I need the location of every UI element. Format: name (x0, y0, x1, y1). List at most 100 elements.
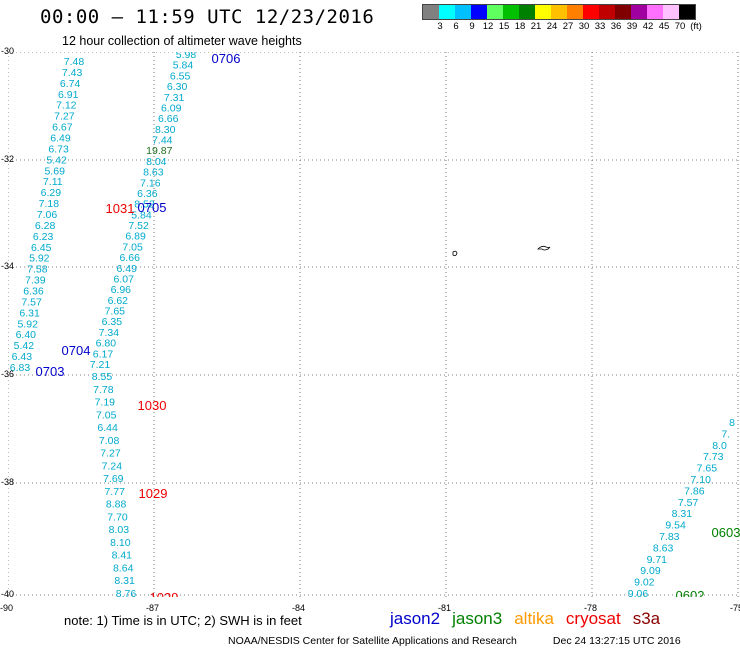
wave-height-value: 5.92 (17, 318, 38, 330)
wave-height-value: 7.73 (703, 451, 724, 463)
wave-height-value: 8.76 (116, 588, 137, 597)
pass-time-cryosat: 1031 (106, 201, 135, 216)
wave-height-value: 8.88 (106, 499, 127, 511)
wave-height-value: 8.63 (143, 167, 164, 179)
units-note: note: 1) Time is in UTC; 2) SWH is in fe… (64, 613, 302, 628)
latitude-label: -34 (1, 261, 15, 271)
scale-label: (ft) (690, 21, 702, 32)
wave-height-value: 7.86 (684, 485, 705, 497)
scale-label: 45 (658, 21, 670, 32)
scale-swatch (487, 5, 503, 19)
generation-timestamp: Dec 24 13:27:15 UTC 2016 (552, 635, 681, 647)
wave-height-color-scale (422, 4, 696, 20)
wave-height-value: 7.77 (104, 486, 125, 498)
scale-label: 42 (642, 21, 654, 32)
scale-swatch (423, 5, 439, 19)
scale-swatch (567, 5, 583, 19)
wave-height-value: 6.30 (167, 81, 188, 93)
scale-swatch (583, 5, 599, 19)
wave-height-value: 7.34 (99, 327, 120, 339)
wave-height-value: 6.17 (93, 348, 114, 360)
wave-height-value: 7.10 (690, 474, 711, 486)
wave-height-value: 7.24 (102, 460, 123, 472)
scale-label: 70 (674, 21, 686, 32)
scale-label: 36 (610, 21, 622, 32)
legend-s3a: s3a (632, 609, 661, 628)
wave-height-value: 7.27 (100, 448, 121, 460)
wave-height-value: 9.09 (640, 565, 661, 577)
wave-height-value: 7.57 (21, 296, 42, 308)
wave-height-value: 9.54 (665, 520, 686, 532)
wave-height-value: 7.48 (64, 56, 85, 68)
scale-label: 12 (482, 21, 494, 32)
wave-height-value: 7.31 (164, 92, 185, 104)
wave-height-value: 6.07 (113, 274, 134, 286)
page-title: 00:00 – 11:59 UTC 12/23/2016 (40, 6, 375, 28)
wave-height-value: 6.96 (111, 284, 132, 296)
wave-height-value: 6.44 (97, 422, 118, 434)
pass-time-jason2: 0705 (138, 200, 167, 215)
wave-height-value: 7.19 (95, 397, 116, 409)
scale-swatch (535, 5, 551, 19)
wave-height-value: 8.64 (113, 563, 134, 575)
wave-height-value: 8.10 (110, 537, 131, 549)
wave-height-value: 8.63 (653, 542, 674, 554)
page-subtitle: 12 hour collection of altimeter wave hei… (62, 34, 302, 48)
wave-height-value: 7.08 (99, 435, 120, 447)
scale-label: 24 (546, 21, 558, 32)
wave-height-value: 8.04 (146, 156, 167, 168)
latitude-tick-labels: -30 -32 -34 -36 -38 -40 (0, 0, 20, 600)
pass-time-jason3: 0602 (676, 588, 705, 597)
wave-height-value: 7.70 (107, 511, 128, 523)
scale-swatch (551, 5, 567, 19)
wave-height-value: 9.71 (647, 554, 668, 566)
wave-height-value: 6.67 (52, 122, 73, 134)
pass-time-cryosat: 1029 (139, 486, 168, 501)
scale-label: 33 (594, 21, 606, 32)
scale-swatch (615, 5, 631, 19)
wave-height-value: 6.89 (125, 231, 146, 243)
scale-swatch (663, 5, 679, 19)
longitude-label: -84 (292, 603, 306, 613)
wave-height-value: 5.42 (46, 154, 67, 166)
scale-swatch (439, 5, 455, 19)
legend-cryosat: cryosat (565, 609, 621, 628)
credit-text: NOAA/NESDIS Center for Satellite Applica… (228, 635, 517, 647)
wave-height-value: 6.66 (158, 113, 179, 125)
wave-height-value: 6.74 (60, 78, 81, 90)
legend-jason2: jason2 (390, 609, 441, 628)
lat-lon-grid (8, 52, 740, 597)
wave-height-value: 7.65 (697, 463, 718, 475)
wave-height-value: 7.39 (25, 275, 46, 287)
satellite-legend: jason2 jason3 altika cryosat s3a (390, 609, 672, 629)
wave-height-value: 6.55 (170, 70, 191, 82)
credit-line: NOAA/NESDIS Center for Satellite Applica… (228, 635, 681, 647)
scale-swatch (631, 5, 647, 19)
wave-height-value: 5.42 (14, 340, 35, 352)
latitude-label: -36 (1, 369, 15, 379)
wave-height-value: 7. (721, 428, 730, 440)
wave-height-value: 7.05 (96, 409, 117, 421)
wave-height-value: 8.41 (112, 550, 133, 562)
wave-height-value: 8.0 (712, 440, 727, 452)
latitude-label: -40 (1, 589, 15, 599)
wave-height-value: 7.06 (37, 209, 58, 221)
longitude-label: -78 (584, 603, 598, 613)
legend-altika: altika (514, 609, 554, 628)
wave-height-value: 6.28 (35, 220, 56, 232)
wave-height-value: 8.31 (114, 575, 135, 587)
pass-time-cryosat: 1030 (138, 398, 167, 413)
scale-label: 30 (578, 21, 590, 32)
wave-height-value: 6.73 (48, 143, 69, 155)
latitude-label: -32 (1, 154, 15, 164)
wave-height-value: 7.44 (152, 135, 173, 147)
scale-swatch (599, 5, 615, 19)
scale-label: 18 (514, 21, 526, 32)
wave-height-value: 7.43 (62, 67, 83, 79)
scale-label: 9 (469, 21, 475, 32)
wave-height-value: 7.16 (140, 177, 161, 189)
pass-time-cryosat: 1029 (150, 590, 179, 597)
wave-height-value: 7.57 (678, 497, 699, 509)
wave-height-value: 8 (729, 417, 735, 429)
